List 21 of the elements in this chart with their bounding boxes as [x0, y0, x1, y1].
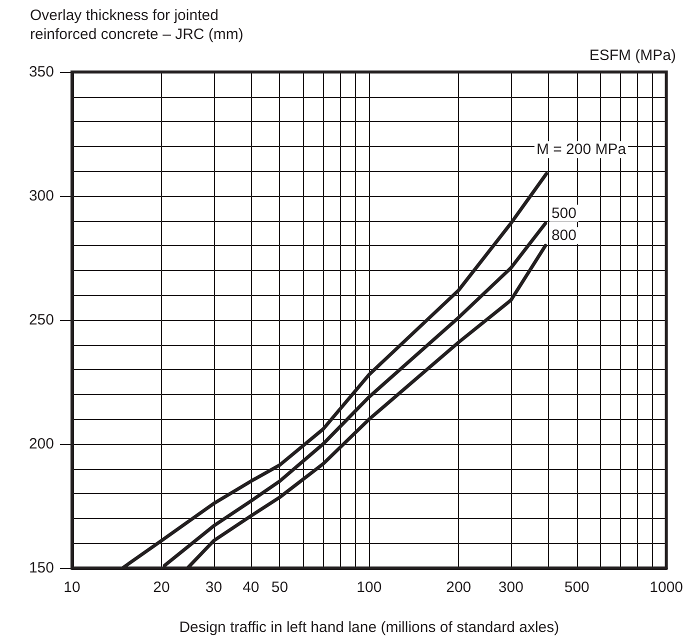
x-tick-label: 50: [271, 579, 288, 596]
text: ESFM (MPa): [589, 47, 676, 64]
series-label: 500: [551, 204, 576, 222]
y-tick-label: 300: [28, 188, 54, 204]
y-axis-title: Overlay thickness for jointed reinforced concrete – JRC (mm): [30, 7, 244, 43]
series-label: M = 200 MPa: [536, 141, 627, 158]
series-label: 800: [551, 227, 576, 244]
x-tick-label: 200: [446, 579, 472, 596]
x-tick-label: 1000: [650, 579, 684, 596]
x-tick-label: 10: [64, 579, 80, 596]
y-tick-label: 150: [28, 560, 54, 576]
y-tick-label: 350: [28, 64, 54, 80]
x-tick-label: 30: [205, 579, 222, 596]
x-tick-label: 20: [153, 579, 170, 596]
x-tick-label: 300: [498, 579, 524, 596]
x-axis-title: Design traffic in left hand lane (millions of standard axles): [179, 619, 560, 636]
x-tick-label: 40: [242, 579, 260, 596]
x-tick-label: 500: [564, 579, 590, 596]
y-tick-label: 200: [28, 436, 54, 452]
x-tick-label: 100: [356, 579, 382, 596]
y-tick-label: 250: [28, 312, 54, 328]
